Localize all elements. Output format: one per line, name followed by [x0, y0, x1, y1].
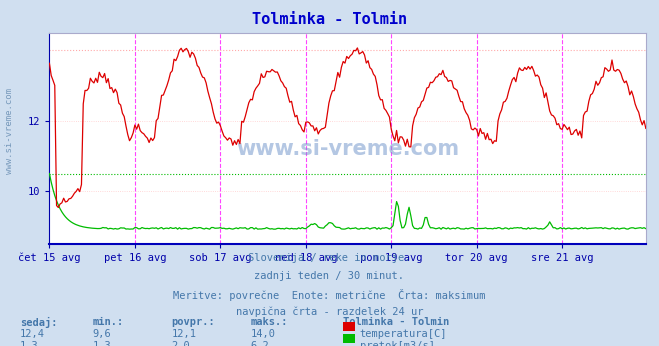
- Text: Meritve: povrečne  Enote: metrične  Črta: maksimum: Meritve: povrečne Enote: metrične Črta: …: [173, 289, 486, 301]
- Text: pretok[m3/s]: pretok[m3/s]: [360, 341, 435, 346]
- Text: min.:: min.:: [92, 317, 123, 327]
- Text: Tolminka - Tolmin: Tolminka - Tolmin: [343, 317, 449, 327]
- Text: 12,1: 12,1: [171, 329, 196, 339]
- Text: 1,3: 1,3: [92, 341, 111, 346]
- Text: Tolminka - Tolmin: Tolminka - Tolmin: [252, 12, 407, 27]
- Text: temperatura[C]: temperatura[C]: [360, 329, 447, 339]
- Text: www.si-vreme.com: www.si-vreme.com: [236, 139, 459, 159]
- Text: 2,0: 2,0: [171, 341, 190, 346]
- Text: 6,2: 6,2: [250, 341, 269, 346]
- Text: sedaj:: sedaj:: [20, 317, 57, 328]
- Text: 12,4: 12,4: [20, 329, 45, 339]
- Text: www.si-vreme.com: www.si-vreme.com: [5, 89, 14, 174]
- Text: 9,6: 9,6: [92, 329, 111, 339]
- Text: navpična črta - razdelek 24 ur: navpična črta - razdelek 24 ur: [236, 307, 423, 317]
- Text: zadnji teden / 30 minut.: zadnji teden / 30 minut.: [254, 271, 405, 281]
- Text: maks.:: maks.:: [250, 317, 288, 327]
- Text: Slovenija / reke in morje.: Slovenija / reke in morje.: [248, 253, 411, 263]
- Text: 1,3: 1,3: [20, 341, 38, 346]
- Text: povpr.:: povpr.:: [171, 317, 215, 327]
- Text: 14,0: 14,0: [250, 329, 275, 339]
